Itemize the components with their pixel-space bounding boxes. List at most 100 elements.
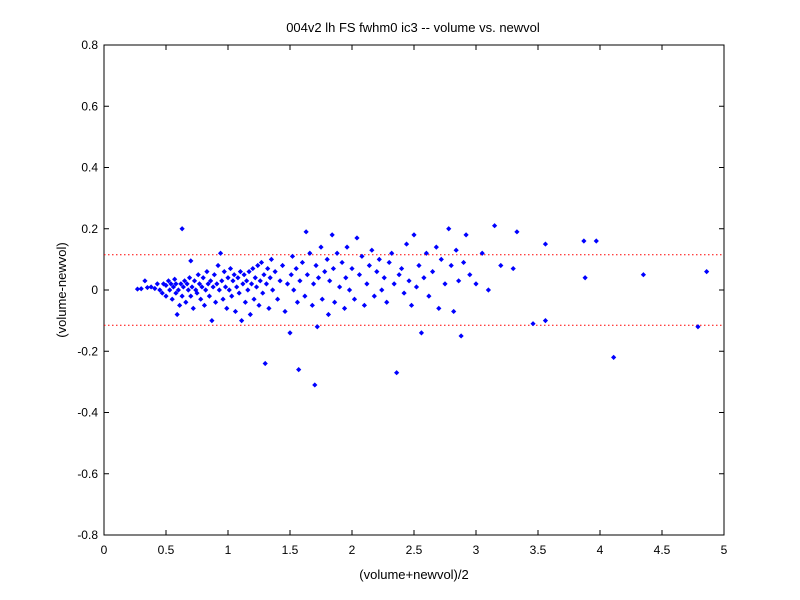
data-point-197 [581,238,587,244]
data-point-170 [421,275,427,281]
data-point-31 [186,275,193,281]
data-point-19 [173,281,179,287]
data-point-74 [239,318,245,324]
data-point-113 [297,278,303,284]
data-point-43 [200,275,206,281]
data-point-99 [270,287,276,293]
data-point-96 [266,305,272,311]
data-point-24 [179,226,185,232]
y-tick-label-2: -0.4 [77,406,98,420]
data-point-124 [315,275,322,281]
data-point-86 [253,284,260,290]
data-point-176 [438,256,444,262]
data-point-62 [224,305,230,311]
x-tick-label-1: 0.5 [158,543,175,557]
data-point-120 [310,281,317,287]
data-point-128 [324,256,330,262]
y-tick-label-3: -0.2 [77,344,98,358]
data-point-163 [403,241,410,247]
reference-lines [104,254,724,326]
data-point-138 [343,275,349,281]
x-tick-label-4: 2 [349,543,356,557]
data-point-115 [302,293,308,299]
data-point-127 [322,269,328,275]
data-point-27 [182,278,188,284]
data-point-35 [190,305,196,311]
data-point-72 [236,290,242,296]
data-point-179 [448,262,454,269]
data-point-15 [169,296,175,302]
data-point-30 [185,287,191,293]
data-point-67 [230,278,236,284]
data-point-94 [263,281,270,287]
data-point-83 [250,265,256,272]
data-point-180 [451,308,457,315]
data-point-4 [148,284,154,290]
y-tick-label-6: 0.4 [81,161,98,175]
data-point-26 [180,284,186,290]
data-point-196 [542,318,549,324]
data-point-1 [138,286,144,292]
data-point-135 [337,284,343,290]
data-point-107 [288,272,294,278]
data-point-18 [173,290,179,296]
data-point-32 [188,293,194,299]
data-point-175 [436,305,442,311]
data-point-23 [178,281,184,287]
y-tick-label-4: 0 [91,283,98,297]
chart-title: 004v2 lh FS fwhm0 ic3 -- volume vs. newv… [286,20,540,35]
data-point-79 [245,287,251,293]
data-point-136 [339,259,345,266]
data-point-199 [593,238,599,244]
data-point-117 [304,272,310,278]
data-point-149 [369,247,375,253]
data-point-154 [381,275,387,281]
data-point-177 [442,281,448,287]
y-axis-label: (volume-newvol) [54,242,69,337]
data-point-141 [349,265,355,272]
data-point-25 [179,293,185,299]
data-point-143 [354,235,360,241]
data-point-65 [227,265,234,272]
y-tick-label-5: 0.2 [81,222,98,236]
data-point-174 [433,244,439,250]
data-point-38 [194,290,200,296]
data-point-164 [406,278,412,284]
y-axis-ticks: -0.8 -0.6 -0.4 -0.2 0 0.2 0.4 0.6 0.8 [77,38,724,542]
data-point-106 [287,330,293,336]
data-point-159 [394,370,400,376]
data-point-2 [142,278,148,284]
data-point-168 [416,262,422,269]
data-point-192 [510,265,516,272]
data-point-145 [359,253,365,259]
data-point-130 [327,278,333,284]
data-point-57 [217,250,224,256]
data-point-97 [267,275,273,281]
data-point-123 [314,324,320,330]
data-point-89 [257,278,263,284]
data-point-148 [366,262,372,269]
data-point-118 [307,250,313,256]
data-point-46 [204,269,210,275]
data-point-166 [411,232,417,238]
data-point-137 [341,305,348,311]
data-point-77 [242,299,248,305]
data-point-73 [237,269,243,275]
data-point-194 [530,321,536,327]
x-tick-label-10: 5 [721,543,728,557]
data-point-10 [163,282,169,289]
data-point-151 [374,269,380,275]
data-point-133 [332,299,338,305]
data-point-109 [291,287,297,293]
data-point-13 [167,287,173,293]
y-tick-label-1: -0.6 [77,467,98,481]
x-tick-label-2: 1 [225,543,232,557]
data-point-157 [389,250,395,256]
data-point-64 [226,287,232,293]
data-point-56 [216,287,222,293]
data-point-178 [446,226,452,232]
data-point-82 [248,281,255,287]
data-point-131 [329,232,335,238]
x-tick-label-5: 2.5 [406,543,423,557]
